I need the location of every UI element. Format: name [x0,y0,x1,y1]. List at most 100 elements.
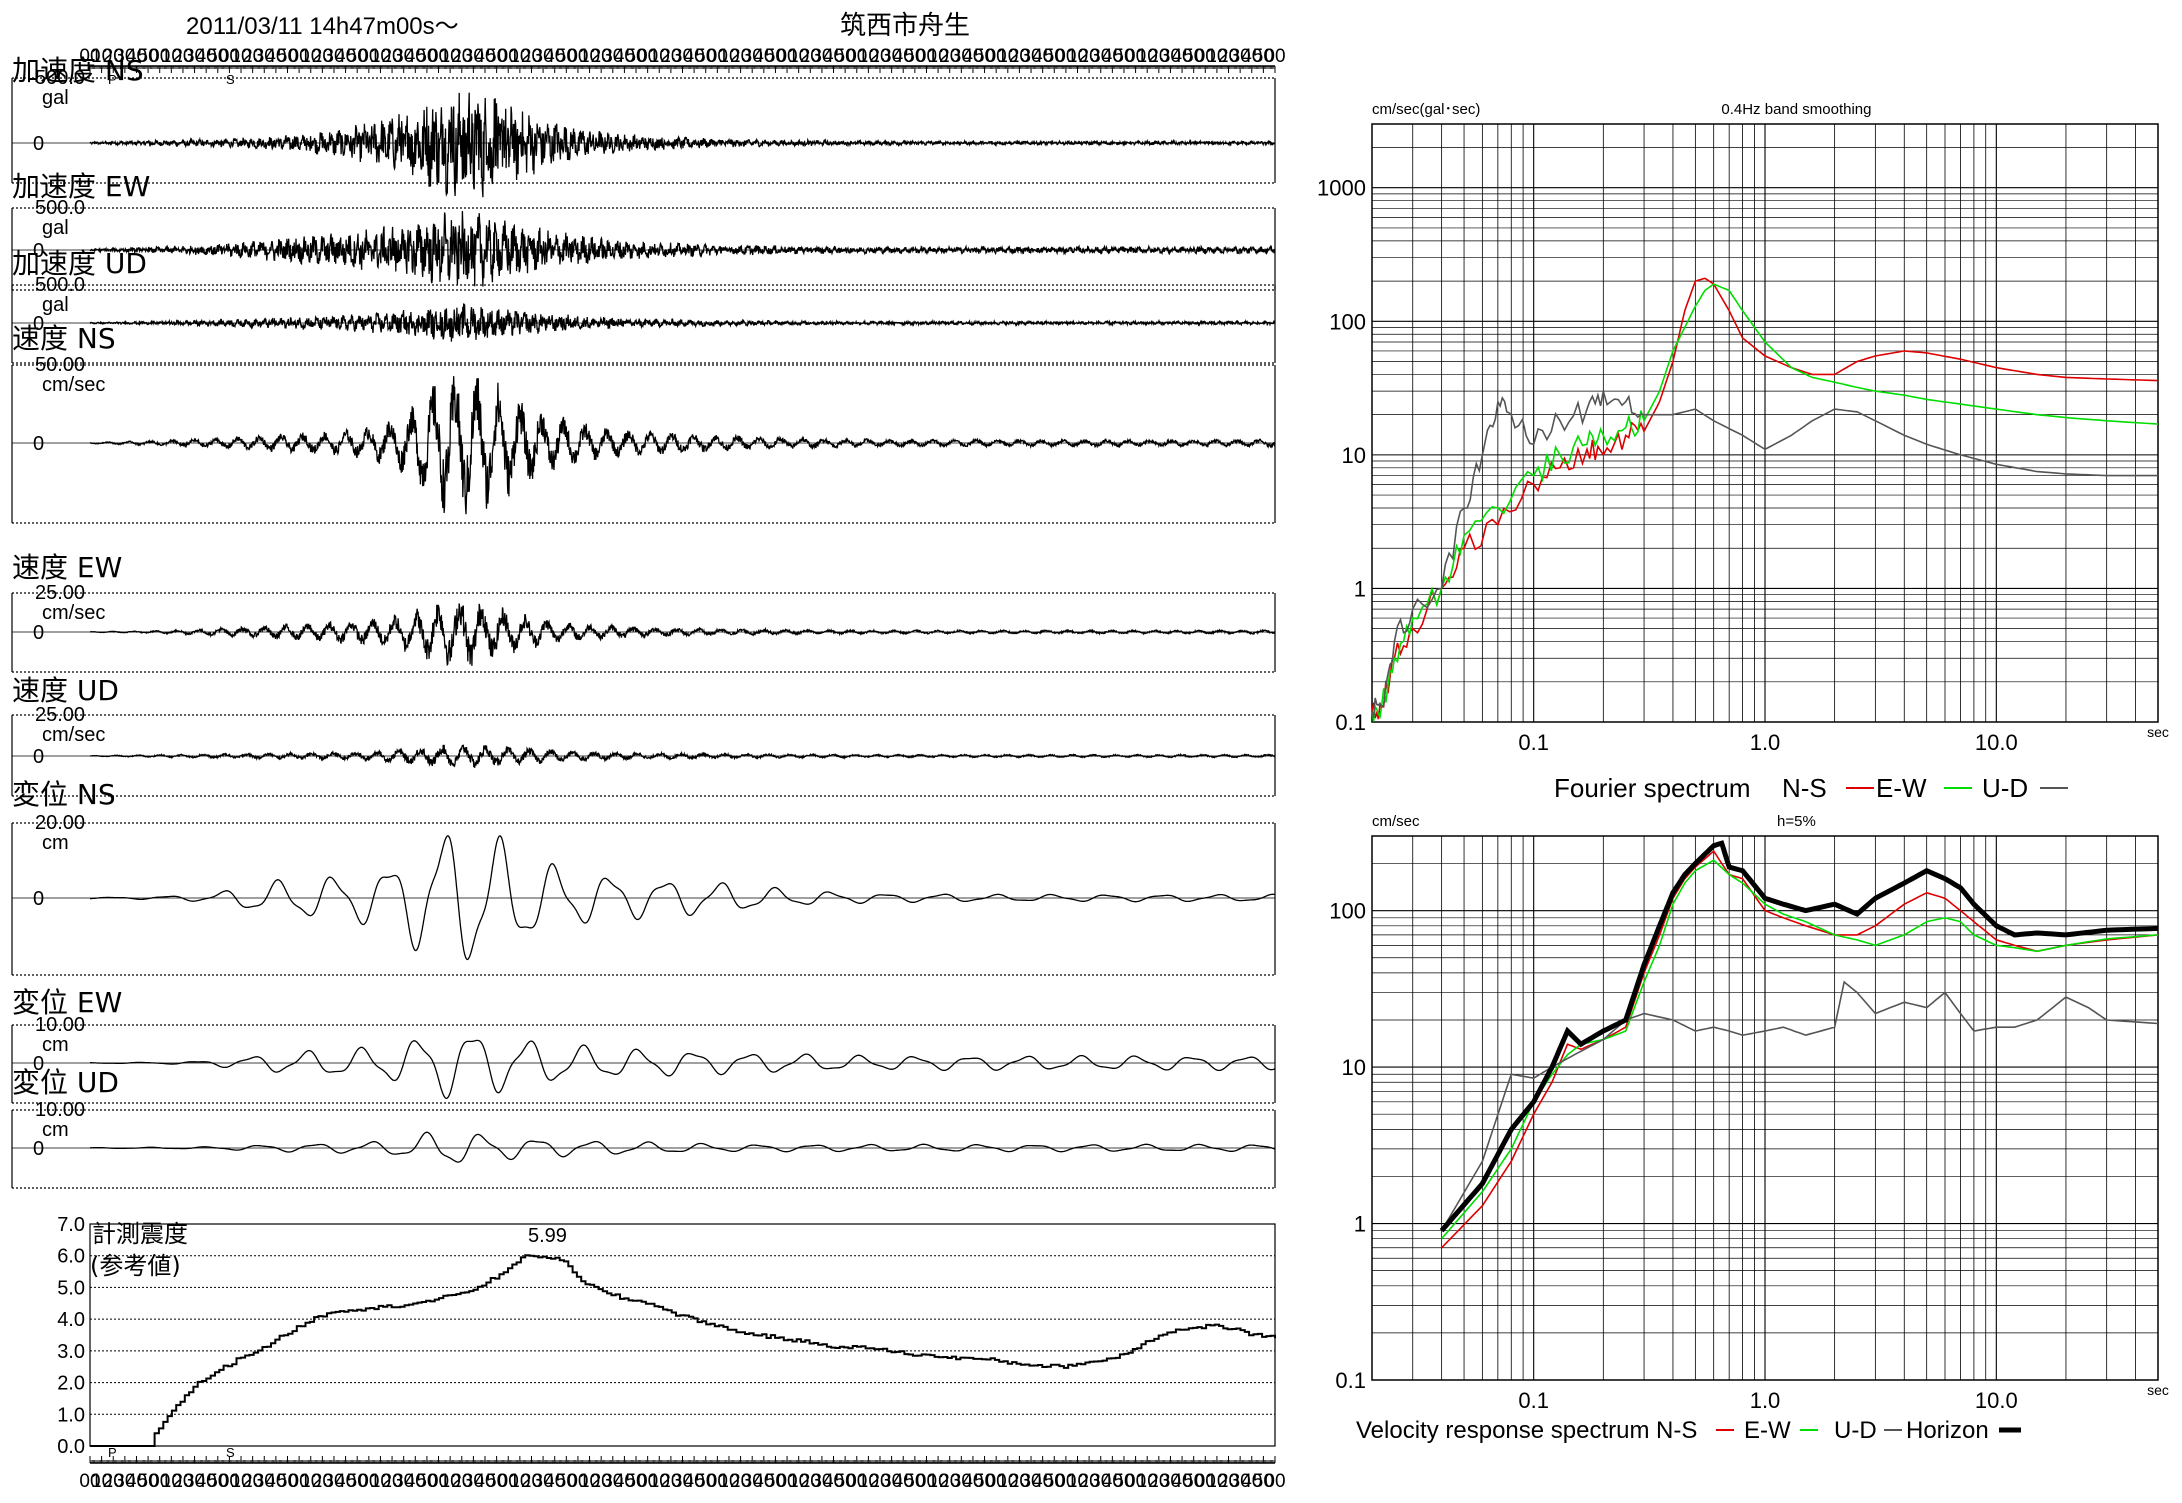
time-axis-label: 10 [649,1471,670,1492]
time-axis-label: 00 [1055,1471,1076,1492]
intensity-peak-label: 5.99 [528,1225,567,1247]
time-axis-label: 10 [230,1471,251,1492]
time-axis-label: 00 [498,1471,519,1492]
intensity-panel: 7.0 6.0 5.0 4.0 3.0 2.0 1.0 0.0 計測震度 (参考値) 5.99 [57,1214,1276,1458]
time-axis-label: 20 [800,46,821,67]
time-axis-label: 20 [242,46,263,67]
time-axis-label: 20 [172,46,193,67]
time-axis-label: 20 [730,1471,751,1492]
time-axis-label: 10 [858,1471,879,1492]
time-axis-label: 40 [962,1471,983,1492]
time-axis-label: 40 [335,1471,356,1492]
time-axis-label: 10 [858,46,879,67]
time-axis-label: 50 [556,46,577,67]
time-axis-label: 50 [1253,1471,1274,1492]
time-axis-label: 20 [869,46,890,67]
time-axis-label: 00 [219,1471,240,1492]
time-axis-label: 00 [149,46,170,67]
time-axis-label: 10 [788,46,809,67]
time-axis-label: 40 [474,1471,495,1492]
spectrum-unit-title: cm/sec [1372,813,1420,830]
time-axis-label: 50 [486,1471,507,1492]
time-axis-label: 50 [1183,1471,1204,1492]
time-axis-label: 50 [486,46,507,67]
time-axis-label: 00 [637,1471,658,1492]
time-axis-label: 10 [161,1471,182,1492]
time-axis-label: 00 [776,1471,797,1492]
unit-label: cm [42,1119,69,1141]
time-axis-label: 00 [428,1471,449,1492]
time-axis-label: 50 [765,46,786,67]
time-axis-label: 50 [974,46,995,67]
time-axis-label: 40 [474,46,495,67]
time-axis-label: 20 [939,46,960,67]
time-axis-label: 00 [1125,1471,1146,1492]
waveform-trace [89,210,1276,287]
time-axis-label: 40 [544,46,565,67]
time-axis-label: 40 [962,46,983,67]
time-axis-label: 50 [207,46,228,67]
time-axis-label: 10 [997,46,1018,67]
time-axis-label: 10 [788,1471,809,1492]
time-axis-label: 50 [904,1471,925,1492]
time-axis-label: 10 [718,46,739,67]
intensity-tick-label: 6.0 [57,1246,85,1268]
time-axis-label: 50 [695,1471,716,1492]
waveform-trace [90,1131,1276,1163]
channel-label: 加速度 UD [12,247,147,280]
time-axis-label: 40 [823,1471,844,1492]
time-axis-label: 30 [533,46,554,67]
time-axis-label: 40 [893,1471,914,1492]
time-axis-label: 50 [904,46,925,67]
time-axis-label: 40 [614,46,635,67]
time-axis-label: 20 [172,1471,193,1492]
time-axis-label: 40 [196,1471,217,1492]
intensity-tick-label: 1.0 [57,1404,85,1426]
time-axis-label: 20 [939,1471,960,1492]
p-arrival-marker: S [226,72,235,87]
time-axis-label: 00 [79,46,100,67]
time-axis-label: 20 [1218,46,1239,67]
time-axis-label: 10 [649,46,670,67]
time-axis-label: 50 [556,1471,577,1492]
time-axis-label: 40 [684,1471,705,1492]
time-axis-label: 10 [579,1471,600,1492]
waveform-trace [89,744,1276,768]
time-axis-label: 30 [811,46,832,67]
spectrum-note-title: 0.4Hz band smoothing [1721,101,1871,118]
time-axis-label: 10 [1206,1471,1227,1492]
spectrum-x-tick-label: 1.0 [1750,730,1781,755]
fourier-legend-title: Fourier spectrum [1554,773,1751,803]
time-axis-label: 50 [765,1471,786,1492]
unit-label: gal [42,294,69,316]
time-axis-label: 10 [579,46,600,67]
time-axis-label: 20 [451,46,472,67]
time-axis-label: 50 [1113,46,1134,67]
time-axis-label: 10 [928,1471,949,1492]
spectrum-x-tick-label: 0.1 [1518,730,1549,755]
time-axis-label: 00 [846,46,867,67]
spectrum-x-tick-label: 1.0 [1750,1388,1781,1413]
time-axis-label: 40 [753,1471,774,1492]
time-axis-label: 40 [823,46,844,67]
time-axis-label: 00 [149,1471,170,1492]
time-axis-label: 40 [544,1471,565,1492]
unit-label: cm [42,832,69,854]
time-axis-label: 30 [811,1471,832,1492]
time-axis-label: 20 [591,46,612,67]
channel-label: 変位 UD [12,1066,119,1099]
time-axis-label: 00 [498,46,519,67]
time-axis-label: 10 [440,46,461,67]
time-axis-label: 30 [672,46,693,67]
time-axis-label: 20 [312,46,333,67]
unit-label: cm/sec [42,602,105,624]
time-axis-label: 30 [1160,46,1181,67]
time-axis-label: 20 [103,46,124,67]
time-axis-label: 50 [347,1471,368,1492]
time-axis-label: 20 [451,1471,472,1492]
zero-label: 0 [33,133,44,155]
time-axis-label: 10 [440,1471,461,1492]
time-axis-label: 30 [951,1471,972,1492]
time-axis-label: 20 [242,1471,263,1492]
